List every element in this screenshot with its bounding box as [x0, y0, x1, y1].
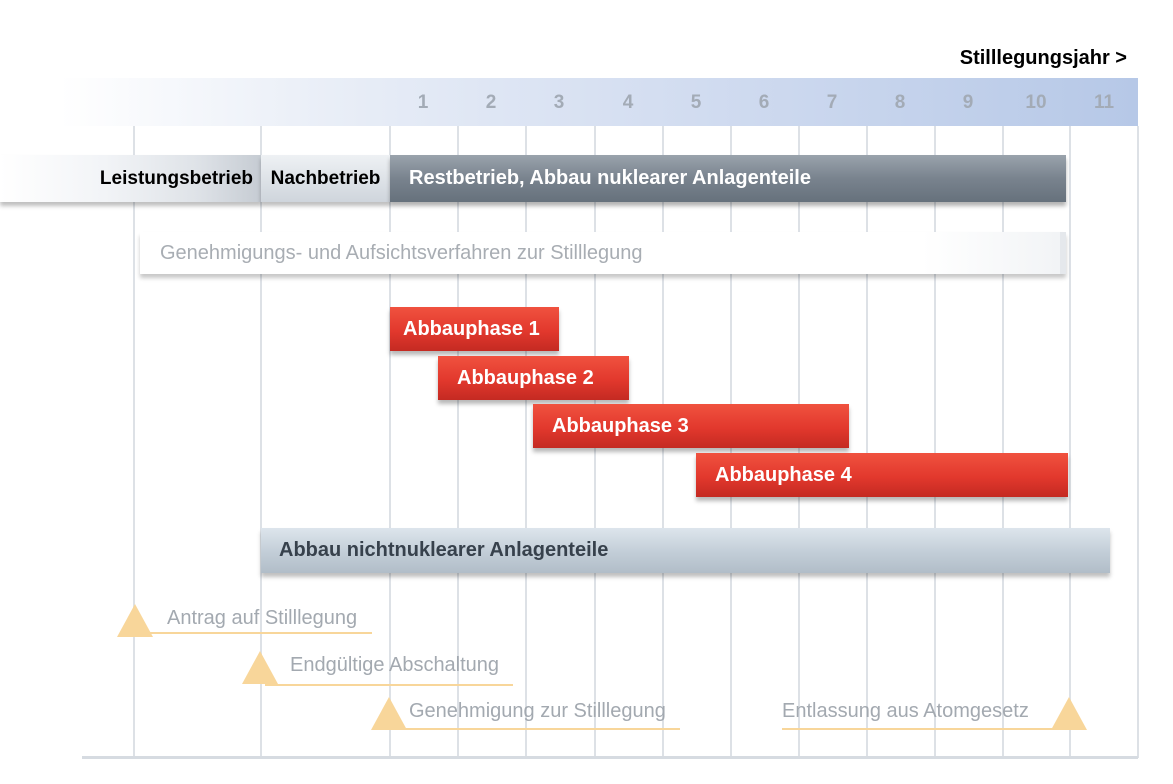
abbauphase-4-bar: Abbauphase 4: [696, 453, 1068, 497]
grid-line: [1002, 126, 1004, 758]
grid-line: [1137, 126, 1139, 758]
year-label-9: 9: [962, 92, 974, 113]
baseline: [82, 756, 1138, 759]
year-label-2: 2: [485, 92, 497, 113]
abbauphase-1-label: Abbauphase 1: [403, 317, 540, 340]
nachbetrieb-label: Nachbetrieb: [270, 167, 381, 189]
year-label-11: 11: [1093, 92, 1115, 113]
abbau-nichtnuklear-bar: Abbau nichtnuklearer Anlagenteile: [261, 528, 1110, 573]
milestone-triangle-icon: [371, 697, 407, 730]
year-label-3: 3: [553, 92, 565, 113]
milestone-antrag-label: Antrag auf Stilllegung: [167, 607, 358, 629]
restbetrieb-bar: Restbetrieb, Abbau nuklearer Anlagenteil…: [390, 155, 1066, 202]
milestone-underline: [394, 728, 680, 730]
milestone-genehmigung-label: Genehmigung zur Stilllegung: [409, 700, 666, 722]
milestone-underline: [140, 632, 372, 634]
year-label-1: 1: [417, 92, 429, 113]
milestone-abschaltung-label: Endgültige Abschaltung: [290, 654, 500, 676]
genehmigungsverfahren-bar: Genehmigungs- und Aufsichtsverfahren zur…: [140, 232, 1066, 274]
leistungsbetrieb-label: Leistungsbetrieb: [99, 167, 253, 189]
grid-line: [866, 126, 868, 758]
abbauphase-2-label: Abbauphase 2: [457, 366, 594, 389]
grid-line: [525, 126, 527, 758]
abbauphase-3-label: Abbauphase 3: [552, 414, 689, 437]
year-label-4: 4: [622, 92, 634, 113]
grid-line: [260, 126, 262, 758]
leistungsbetrieb-bar: Leistungsbetrieb: [0, 155, 261, 202]
milestone-triangle-icon: [242, 651, 278, 684]
milestone-underline: [265, 684, 513, 686]
axis-title: Stilllegungsjahr >: [959, 47, 1127, 69]
grid-line: [934, 126, 936, 758]
year-label-6: 6: [758, 92, 770, 113]
grid-line: [457, 126, 459, 758]
restbetrieb-label: Restbetrieb, Abbau nuklearer Anlagenteil…: [409, 167, 811, 189]
milestone-triangle-icon: [117, 604, 153, 637]
milestone-entlassung-label: Entlassung aus Atomgesetz: [782, 700, 1029, 722]
abbauphase-2-bar: Abbauphase 2: [438, 356, 629, 400]
grid-line: [1069, 126, 1071, 758]
grid-line: [389, 126, 391, 758]
grid-line: [133, 126, 135, 758]
year-axis-band: [60, 78, 1138, 126]
milestone-underline: [782, 728, 1070, 730]
year-label-7: 7: [826, 92, 838, 113]
year-label-10: 10: [1025, 92, 1047, 113]
nachbetrieb-bar: Nachbetrieb: [261, 155, 390, 202]
abbauphase-3-bar: Abbauphase 3: [533, 404, 849, 448]
year-label-8: 8: [894, 92, 906, 113]
abbau-nichtnuklear-label: Abbau nichtnuklearer Anlagenteile: [279, 539, 609, 561]
year-label-5: 5: [690, 92, 702, 113]
abbauphase-1-bar: Abbauphase 1: [390, 307, 559, 351]
genehmigungsverfahren-label: Genehmigungs- und Aufsichtsverfahren zur…: [160, 241, 643, 264]
abbauphase-4-label: Abbauphase 4: [715, 463, 852, 486]
milestone-triangle-icon: [1051, 697, 1087, 730]
